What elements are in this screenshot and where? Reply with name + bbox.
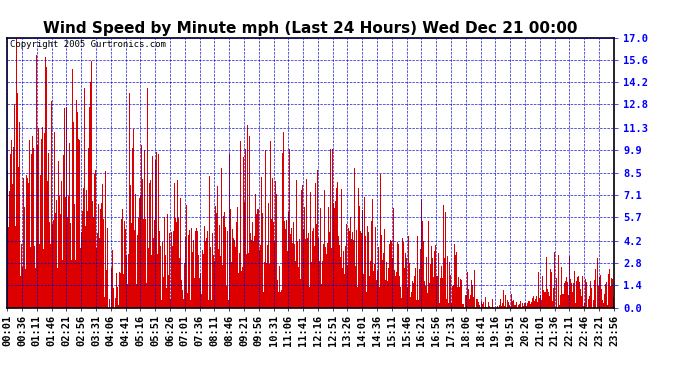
Text: Copyright 2005 Gurtronics.com: Copyright 2005 Gurtronics.com	[10, 40, 166, 49]
Title: Wind Speed by Minute mph (Last 24 Hours) Wed Dec 21 00:00: Wind Speed by Minute mph (Last 24 Hours)…	[43, 21, 578, 36]
